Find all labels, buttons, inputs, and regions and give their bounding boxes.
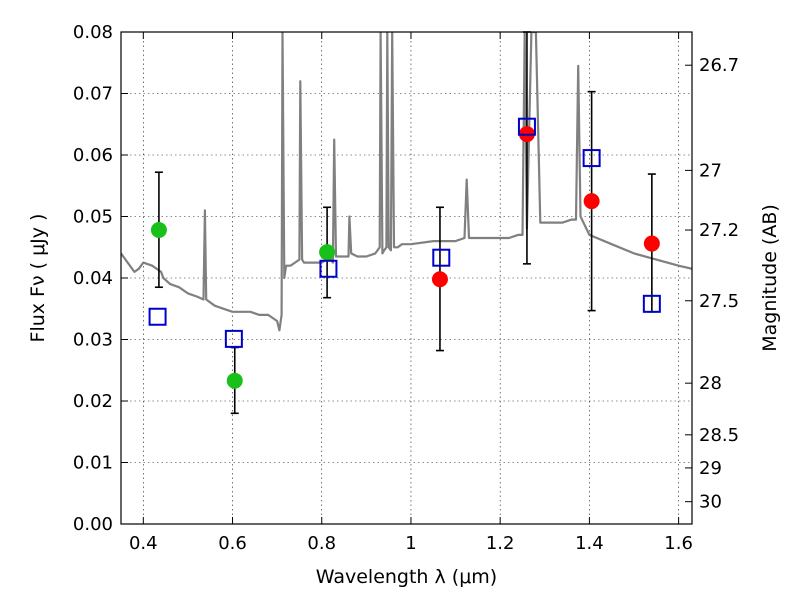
y-tick-label: 0.04	[73, 268, 113, 289]
y-tick-label: 0.01	[73, 453, 113, 474]
right-y-axis-label: Magnitude (AB)	[759, 204, 781, 352]
x-tick-label: 1.4	[575, 533, 604, 554]
model-point	[432, 248, 451, 267]
x-tick-label: 0.8	[307, 533, 336, 554]
x-tick-label: 0.4	[129, 533, 158, 554]
right-y-tick-label: 27.5	[699, 291, 739, 312]
plot-area	[121, 31, 692, 415]
spectrum-line	[121, 32, 692, 332]
y-tick-label: 0.05	[73, 207, 113, 228]
x-tick-label: 1.2	[486, 533, 515, 554]
right-y-tick-label: 28.5	[699, 425, 739, 446]
y-tick-label: 0.08	[73, 22, 113, 43]
y-tick-label: 0.02	[73, 391, 113, 412]
axis-ticks: 0.4 0.6 0.8 1 1.2 1.4 1.6 0.00 0.01 0.02 0.03 0.04 0…	[73, 22, 739, 554]
data-point	[643, 235, 660, 252]
right-y-tick-label: 28	[699, 373, 722, 394]
x-axis-label: Wavelength λ (μm)	[316, 566, 497, 588]
right-y-tick-label: 29	[699, 458, 722, 479]
model-point	[224, 329, 243, 348]
right-y-tick-label: 26.7	[699, 55, 739, 76]
x-tick-label: 1.6	[664, 533, 693, 554]
y-tick-label: 0.00	[73, 514, 113, 535]
model-point	[148, 307, 167, 326]
x-tick-label: 1	[405, 533, 416, 554]
data-point	[226, 372, 243, 389]
data-point	[319, 244, 336, 261]
model-point	[517, 117, 536, 136]
model-point	[582, 149, 601, 168]
y-tick-label: 0.06	[73, 145, 113, 166]
y-tick-label: 0.03	[73, 330, 113, 351]
data-point	[431, 271, 448, 288]
y-tick-label: 0.07	[73, 84, 113, 105]
data-point	[583, 193, 600, 210]
right-y-tick-label: 27	[699, 160, 722, 181]
y-axis-label: Flux Fν ( μJy )	[27, 214, 49, 343]
data-point	[150, 222, 167, 239]
right-y-tick-label: 27.2	[699, 220, 739, 241]
x-tick-label: 0.6	[218, 533, 247, 554]
right-y-tick-label: 30	[699, 492, 722, 513]
model-point	[642, 294, 661, 313]
grid	[121, 32, 692, 524]
model-point	[319, 259, 338, 278]
